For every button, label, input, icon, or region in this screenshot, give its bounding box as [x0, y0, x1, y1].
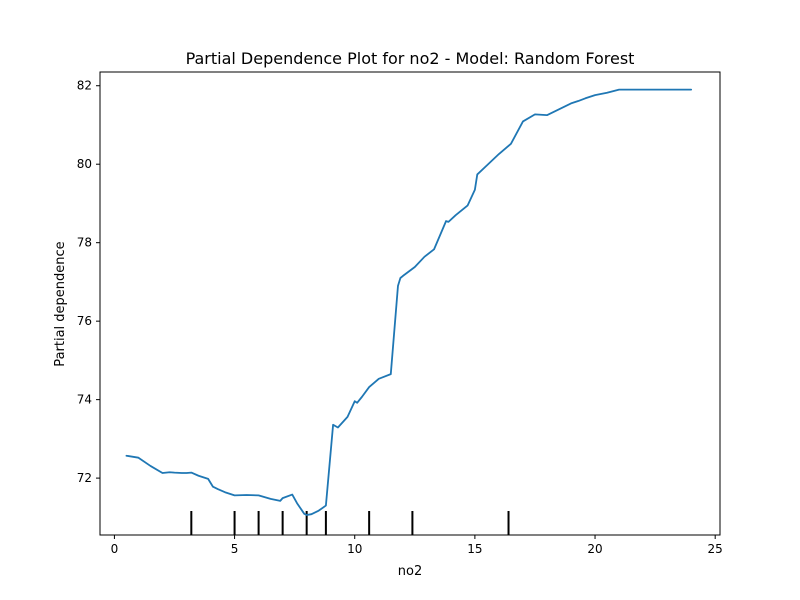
axes: 0 5 10 15 20 25 72 74 76 78 80 82: [77, 71, 723, 556]
axes-frame: [99, 71, 721, 536]
partial-dependence-line: [125, 88, 693, 516]
y-tick-label-80: 80: [77, 157, 92, 171]
y-tick-label-76: 76: [77, 314, 92, 328]
x-tick-label-0: 0: [111, 542, 119, 556]
x-tick-label-15: 15: [467, 542, 482, 556]
x-axis-label: no2: [398, 564, 422, 579]
y-axis-label: Partial dependence: [53, 241, 68, 366]
x-tick-label-10: 10: [347, 542, 362, 556]
rug-marks: [190, 511, 510, 535]
y-tick-label-74: 74: [77, 393, 92, 407]
x-tick-label-20: 20: [587, 542, 602, 556]
y-tick-label-78: 78: [77, 236, 92, 250]
x-tick-label-25: 25: [708, 542, 723, 556]
y-tick-label-82: 82: [77, 79, 92, 93]
x-tick-label-5: 5: [231, 542, 239, 556]
y-tick-label-72: 72: [77, 471, 92, 485]
chart-title: Partial Dependence Plot for no2 - Model:…: [186, 49, 635, 68]
